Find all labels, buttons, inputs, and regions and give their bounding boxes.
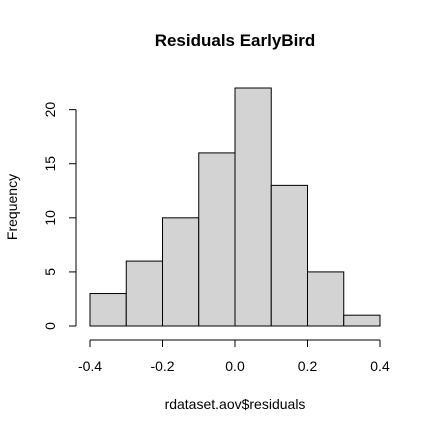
- x-tick-label: -0.2: [150, 358, 174, 374]
- histogram-bar-5: [234, 87, 272, 327]
- y-tick-label: 0: [42, 322, 58, 330]
- y-tick-label: 5: [42, 268, 58, 276]
- y-tick-label: 10: [42, 210, 58, 226]
- y-axis-label: Frequency: [4, 174, 20, 240]
- x-axis-label: rdataset.aov$residuals: [165, 396, 306, 412]
- histogram-bar-2: [125, 260, 163, 327]
- bars-group: [89, 87, 381, 327]
- y-tick-label: 15: [42, 156, 58, 172]
- y-axis: 0 5 10 15 20: [42, 102, 77, 330]
- x-axis: -0.4 -0.2 0.0 0.2 0.4: [78, 339, 390, 374]
- histogram-bar-3: [162, 217, 200, 327]
- x-tick-label: 0.2: [298, 358, 318, 374]
- x-tick-label: -0.4: [78, 358, 102, 374]
- histogram-bar-4: [198, 152, 236, 327]
- histogram-bar-6: [270, 184, 308, 327]
- histogram-bar-8: [343, 314, 381, 327]
- histogram-bar-7: [307, 271, 345, 327]
- histogram-bar-1: [89, 293, 127, 327]
- x-tick-label: 0.4: [370, 358, 390, 374]
- x-tick-label: 0.0: [225, 358, 245, 374]
- chart-title: Residuals EarlyBird: [155, 31, 316, 50]
- y-tick-label: 20: [42, 102, 58, 118]
